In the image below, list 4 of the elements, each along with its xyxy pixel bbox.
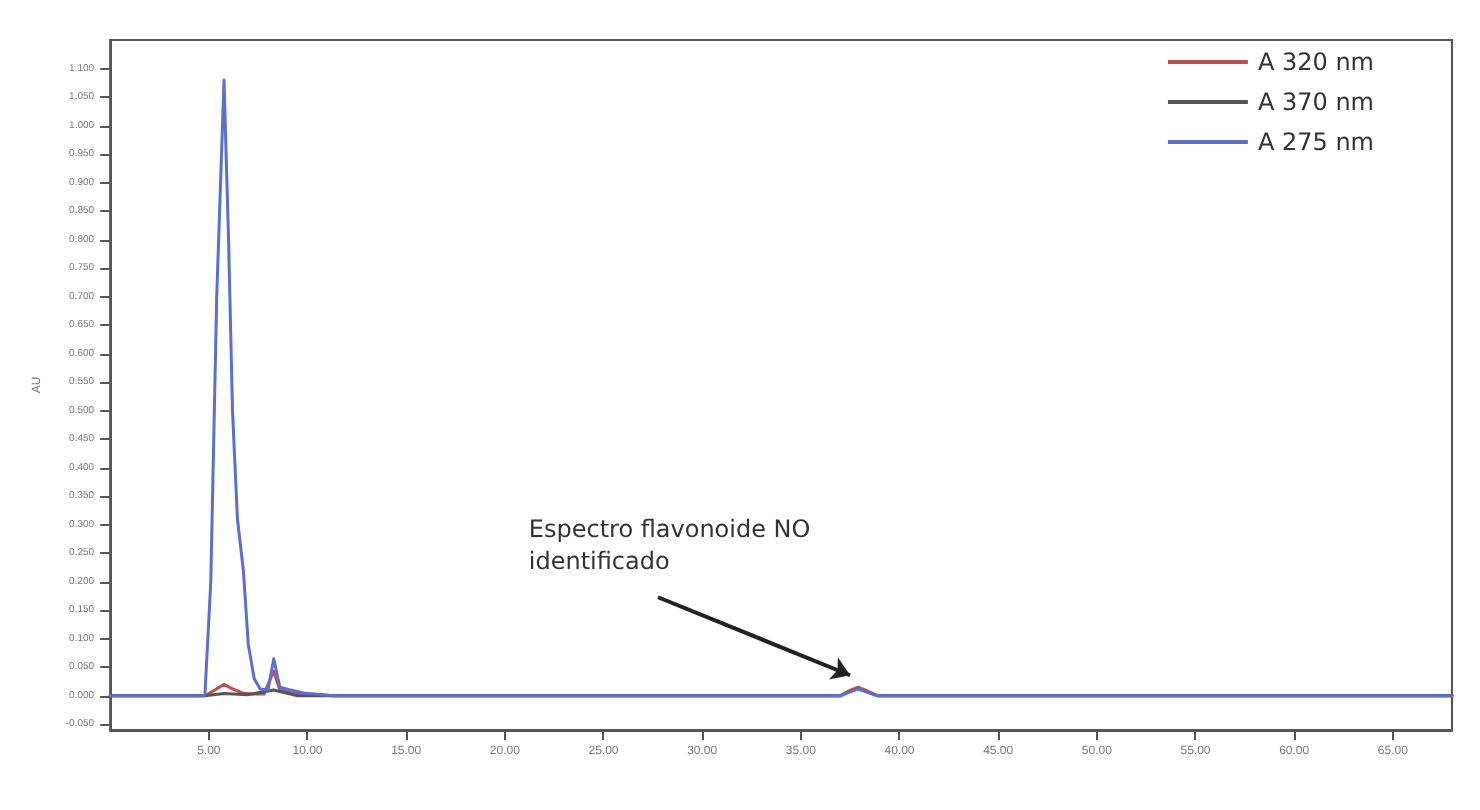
- legend-label: A 370 nm: [1257, 88, 1375, 116]
- legend-label: A 275 nm: [1257, 128, 1375, 156]
- legend-label: A 320 nm: [1257, 48, 1375, 76]
- annotation: Espectro flavonoide NO identificado: [528, 515, 811, 576]
